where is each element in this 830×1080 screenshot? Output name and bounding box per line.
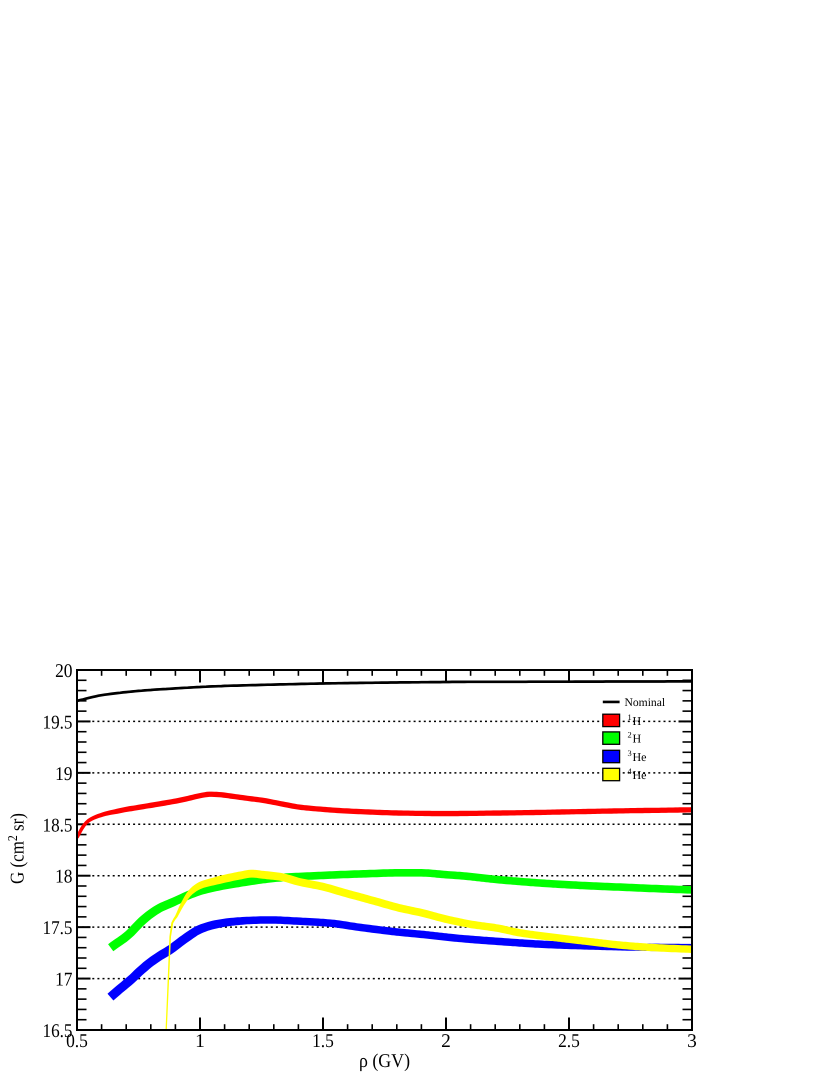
svg-text:1: 1 xyxy=(628,713,632,722)
svg-text:1: 1 xyxy=(195,1031,205,1052)
svg-text:He: He xyxy=(633,750,647,764)
svg-text:1.5: 1.5 xyxy=(312,1031,334,1052)
svg-text:17: 17 xyxy=(55,970,73,991)
svg-text:H: H xyxy=(633,732,642,746)
svg-text:H: H xyxy=(633,714,642,728)
svg-text:18: 18 xyxy=(55,867,72,888)
svg-text:3: 3 xyxy=(687,1031,697,1052)
svg-text:2.5: 2.5 xyxy=(558,1031,580,1052)
svg-text:2: 2 xyxy=(441,1031,451,1052)
svg-text:16.5: 16.5 xyxy=(43,1021,73,1042)
svg-text:19.5: 19.5 xyxy=(43,712,73,733)
svg-text:17.5: 17.5 xyxy=(43,918,73,939)
svg-text:2: 2 xyxy=(628,731,632,740)
svg-text:He: He xyxy=(633,768,647,782)
svg-text:Nominal: Nominal xyxy=(625,696,666,709)
svg-text:19: 19 xyxy=(55,764,72,785)
svg-text:20: 20 xyxy=(55,661,72,682)
svg-text:4: 4 xyxy=(628,767,633,776)
svg-text:3: 3 xyxy=(628,749,632,758)
svg-text:G (cm2 sr): G (cm2 sr) xyxy=(5,813,29,884)
svg-text:18.5: 18.5 xyxy=(43,815,73,836)
svg-text:ρ (GV): ρ (GV) xyxy=(359,1051,410,1072)
svg-text:0.5: 0.5 xyxy=(66,1031,88,1052)
